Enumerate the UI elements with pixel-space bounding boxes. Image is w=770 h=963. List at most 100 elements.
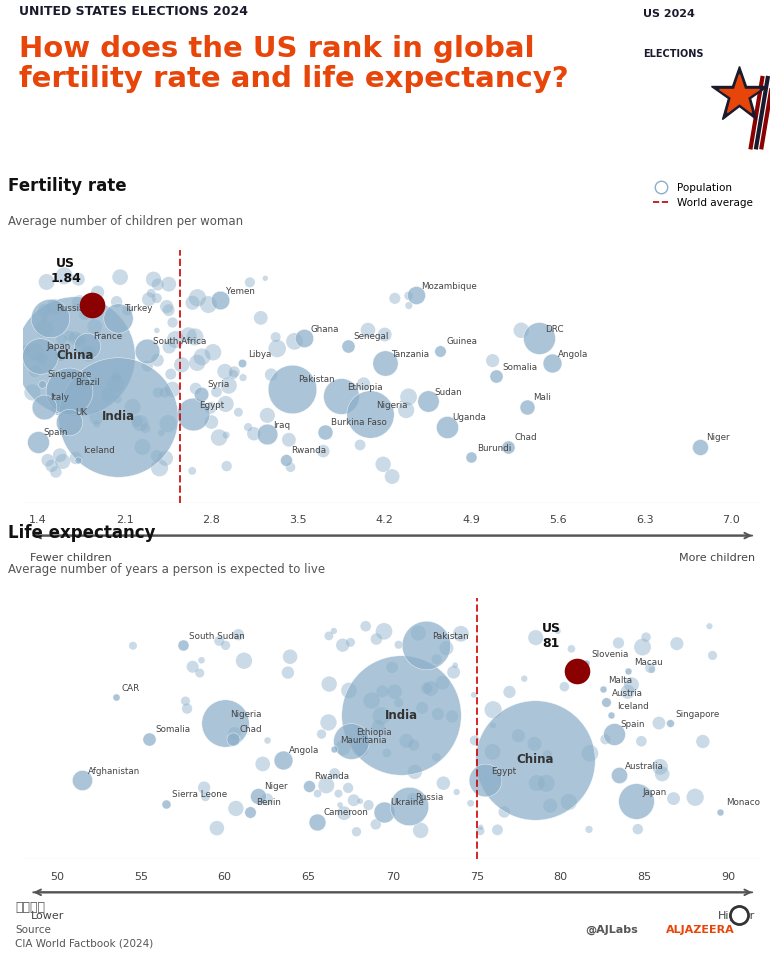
Point xyxy=(186,463,199,479)
Point xyxy=(162,276,175,292)
Point xyxy=(193,665,206,681)
Point xyxy=(379,355,391,371)
Point xyxy=(640,630,652,645)
Point xyxy=(379,326,391,342)
Point xyxy=(207,345,219,360)
Point xyxy=(29,344,42,359)
Point xyxy=(72,272,85,287)
Point xyxy=(35,349,47,364)
Point xyxy=(69,330,82,346)
Point xyxy=(213,633,226,648)
Point xyxy=(286,381,298,397)
Text: 85: 85 xyxy=(638,872,651,881)
Point xyxy=(636,639,648,655)
Point xyxy=(487,744,499,760)
Point xyxy=(437,675,449,690)
Point xyxy=(189,329,201,345)
Text: Afghanistan: Afghanistan xyxy=(88,767,140,776)
Text: 2.1: 2.1 xyxy=(116,515,133,526)
Text: Mozambique: Mozambique xyxy=(421,281,477,291)
Point xyxy=(360,618,372,634)
Point xyxy=(487,352,499,368)
Text: Chad: Chad xyxy=(514,433,537,442)
Point xyxy=(432,707,444,722)
Point xyxy=(196,653,208,668)
Point xyxy=(407,791,419,806)
Point xyxy=(558,679,571,694)
Point xyxy=(343,683,355,698)
Point xyxy=(182,327,195,343)
Point xyxy=(599,732,611,747)
Point xyxy=(412,625,424,640)
Point xyxy=(127,638,139,654)
Point xyxy=(110,369,122,384)
Point xyxy=(288,333,300,349)
Point xyxy=(424,681,437,696)
Text: Iceland: Iceland xyxy=(617,702,649,711)
Point xyxy=(455,626,467,641)
Point xyxy=(430,749,443,765)
Point xyxy=(420,638,433,653)
Point xyxy=(44,310,56,325)
Point xyxy=(357,377,370,392)
Text: US
81: US 81 xyxy=(541,622,561,650)
Point xyxy=(237,370,249,385)
Point xyxy=(210,384,223,400)
Text: France: France xyxy=(93,332,122,341)
Text: 6.3: 6.3 xyxy=(636,515,654,526)
Point xyxy=(112,310,125,325)
Text: Italy: Italy xyxy=(50,393,69,402)
Point xyxy=(143,731,156,746)
Text: 90: 90 xyxy=(721,872,736,881)
Text: Ukraine: Ukraine xyxy=(390,798,424,807)
Point xyxy=(40,274,52,290)
Text: Nigeria: Nigeria xyxy=(230,710,262,718)
Point xyxy=(261,792,273,807)
Point xyxy=(689,790,701,805)
Text: Spain: Spain xyxy=(44,429,69,437)
Text: Russia: Russia xyxy=(56,304,85,313)
Point xyxy=(644,661,656,676)
Point xyxy=(191,355,203,371)
Text: Burundi: Burundi xyxy=(477,444,511,453)
Point xyxy=(362,323,374,338)
Point xyxy=(90,409,102,425)
Text: Tanzania: Tanzania xyxy=(390,350,429,359)
Text: Senegal: Senegal xyxy=(353,332,389,341)
Text: 5.6: 5.6 xyxy=(549,515,567,526)
Text: ALJAZEERA: ALJAZEERA xyxy=(666,924,735,935)
Point xyxy=(388,684,400,699)
Text: Macau: Macau xyxy=(634,658,662,666)
Text: Brazil: Brazil xyxy=(75,377,99,387)
Point xyxy=(410,288,422,303)
Point xyxy=(82,338,94,353)
Point xyxy=(141,358,153,374)
Text: 60: 60 xyxy=(218,872,232,881)
Point xyxy=(152,385,164,401)
Point xyxy=(196,350,208,365)
Point xyxy=(400,733,413,748)
Point xyxy=(370,817,382,832)
Point xyxy=(219,716,231,731)
Point xyxy=(211,820,223,836)
Point xyxy=(608,726,621,742)
Text: Russia: Russia xyxy=(415,793,444,802)
Point xyxy=(228,364,240,379)
Point xyxy=(73,332,85,348)
Text: UK: UK xyxy=(75,408,87,417)
Point xyxy=(706,648,718,664)
Point xyxy=(203,297,215,312)
Point xyxy=(52,401,65,416)
Point xyxy=(38,302,51,318)
Point xyxy=(166,381,179,397)
Text: CAR: CAR xyxy=(122,684,139,692)
Text: Slovenia: Slovenia xyxy=(592,650,629,659)
Text: Iraq: Iraq xyxy=(273,421,290,429)
Text: 55: 55 xyxy=(134,872,148,881)
Point xyxy=(354,437,367,453)
Point xyxy=(714,804,726,820)
Point xyxy=(38,321,50,336)
Point xyxy=(199,790,212,805)
Point xyxy=(191,290,203,305)
Text: 75: 75 xyxy=(470,872,484,881)
